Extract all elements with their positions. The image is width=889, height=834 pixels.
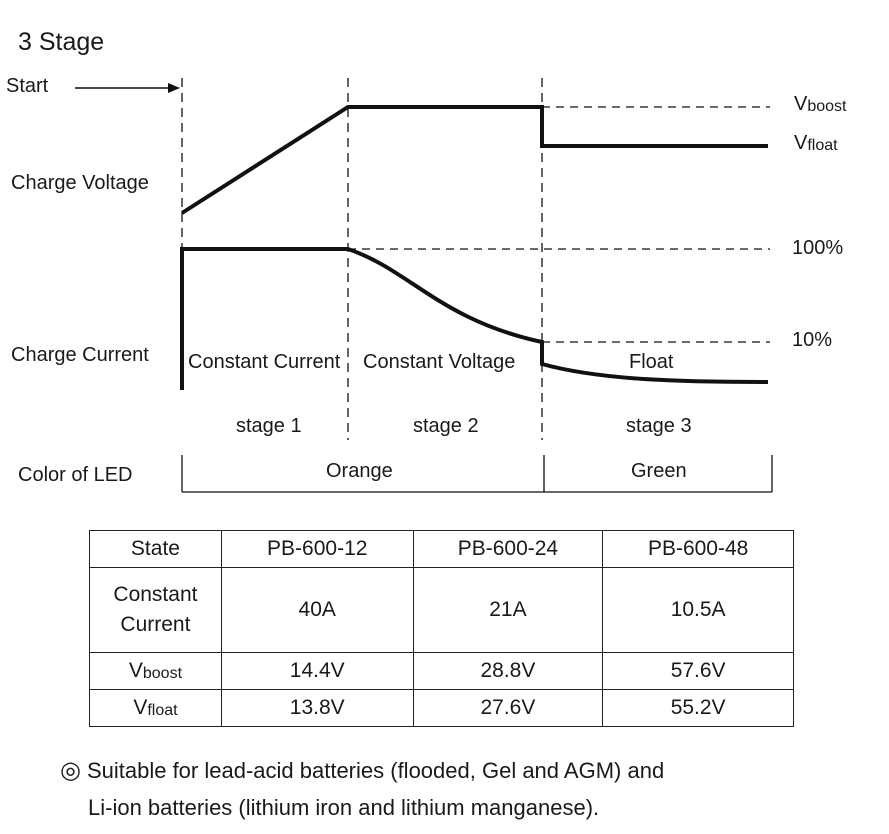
table-cell: 27.6V <box>412 689 604 727</box>
led-color-label: Color of LED <box>18 464 133 486</box>
table-cell: 14.4V <box>220 652 414 690</box>
constant-voltage-label: Constant Voltage <box>363 351 516 373</box>
table-row-vfloat: Vfloat 13.8V 27.6V 55.2V <box>89 689 794 727</box>
charge-current-label: Charge Current <box>11 344 149 366</box>
header-cell-state: State <box>89 530 222 568</box>
led-green-label: Green <box>631 460 687 482</box>
charging-curve-diagram <box>75 78 773 493</box>
table-row-vboost: Vboost 14.4V 28.8V 57.6V <box>89 652 794 690</box>
stage-3-label: stage 3 <box>626 415 692 437</box>
charge-voltage-curve <box>180 105 768 215</box>
table-cell: 40A <box>220 567 414 653</box>
float-label: Float <box>629 351 674 373</box>
led-orange-label: Orange <box>326 460 393 482</box>
start-arrow-head <box>168 83 180 93</box>
table-cell: 13.8V <box>220 689 414 727</box>
table-header-row: State PB-600-12 PB-600-24 PB-600-48 <box>89 530 794 568</box>
charging-spec-table: State PB-600-12 PB-600-24 PB-600-48 Cons… <box>89 530 794 727</box>
header-cell-model: PB-600-12 <box>220 530 414 568</box>
table-row-constant-current: Constant Current 40A 21A 10.5A <box>89 567 794 653</box>
stage-2-label: stage 2 <box>413 415 479 437</box>
table-cell: 55.2V <box>602 689 794 727</box>
vboost-label: Vboost <box>794 93 847 115</box>
constant-current-label: Constant Current <box>188 351 341 373</box>
charge-voltage-label: Charge Voltage <box>11 172 149 194</box>
diagram-title: 3 Stage <box>18 28 105 56</box>
header-cell-model: PB-600-24 <box>412 530 604 568</box>
table-cell: 57.6V <box>602 652 794 690</box>
row-label-constant-current: Constant Current <box>89 567 222 653</box>
row-label-vboost: Vboost <box>89 652 222 690</box>
current-100-label: 100% <box>792 237 844 259</box>
table-cell: 10.5A <box>602 567 794 653</box>
charge-current-curve <box>180 247 769 390</box>
double-circle-bullet-icon: ◎ <box>60 757 81 784</box>
stage-1-label: stage 1 <box>236 415 302 437</box>
start-label: Start <box>6 75 49 97</box>
note-line-1: ◎ Suitable for lead-acid batteries (flood… <box>60 757 665 784</box>
table-cell: 21A <box>412 567 604 653</box>
table-cell: 28.8V <box>412 652 604 690</box>
header-cell-model: PB-600-48 <box>602 530 794 568</box>
vfloat-label: Vfloat <box>794 132 838 154</box>
note-line-2: Li-ion batteries (lithium iron and lithi… <box>88 795 600 820</box>
current-10-label: 10% <box>792 329 833 351</box>
battery-compatibility-note: ◎ Suitable for lead-acid batteries (flood… <box>60 752 664 826</box>
row-label-vfloat: Vfloat <box>89 689 222 727</box>
